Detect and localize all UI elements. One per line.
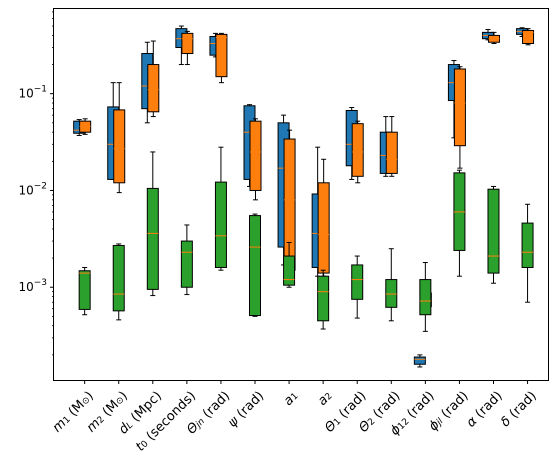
interquartile-box xyxy=(215,33,228,78)
box-series-3-category-7 xyxy=(283,241,296,288)
interquartile-box xyxy=(113,109,126,184)
box-series-2-category-3 xyxy=(147,40,160,118)
interquartile-box xyxy=(112,244,125,312)
box-series-2-category-1 xyxy=(79,118,92,135)
interquartile-box xyxy=(522,29,535,45)
box-series-3-category-10 xyxy=(385,248,398,322)
interquartile-box xyxy=(385,279,398,308)
interquartile-box xyxy=(214,181,227,268)
box-series-3-category-1 xyxy=(78,266,91,316)
box-series-2-category-4 xyxy=(181,30,194,66)
box-series-3-category-4 xyxy=(180,224,193,296)
box-series-3-category-13 xyxy=(487,185,500,284)
interquartile-box xyxy=(249,215,262,317)
interquartile-box xyxy=(180,240,193,288)
box-series-2-category-2 xyxy=(113,82,126,194)
box-series-2-category-10 xyxy=(385,116,398,177)
interquartile-box xyxy=(351,264,364,300)
interquartile-box xyxy=(181,32,194,55)
interquartile-box xyxy=(78,270,91,310)
box-series-3-category-14 xyxy=(521,203,534,303)
interquartile-box xyxy=(283,255,296,286)
box-series-3-category-8 xyxy=(317,269,330,330)
box-series-2-category-12 xyxy=(453,66,466,169)
y-tick-label: 10−3 xyxy=(18,278,47,294)
interquartile-box xyxy=(351,123,364,177)
interquartile-box xyxy=(146,187,159,290)
box-series-3-category-9 xyxy=(351,255,364,319)
interquartile-box xyxy=(419,279,432,316)
box-series-3-category-12 xyxy=(453,169,466,277)
interquartile-box xyxy=(317,182,330,274)
x-tick-label-1: m1 (M⊙) xyxy=(50,388,97,435)
box-series-2-category-9 xyxy=(351,120,364,184)
interquartile-box xyxy=(317,275,330,322)
box-series-3-category-11 xyxy=(419,262,432,332)
interquartile-box xyxy=(147,64,160,113)
interquartile-box xyxy=(413,356,426,365)
plot-frame xyxy=(53,8,549,381)
box-series-2-category-5 xyxy=(215,32,228,84)
box-series-2-category-14 xyxy=(522,28,535,46)
box-series-3-category-2 xyxy=(112,243,125,321)
box-series-3-category-6 xyxy=(249,213,262,317)
box-series-2-category-13 xyxy=(487,31,500,45)
interquartile-box xyxy=(453,68,466,147)
interquartile-box xyxy=(487,188,500,274)
interquartile-box xyxy=(521,222,534,268)
series-3-boxes xyxy=(78,146,534,332)
box-series-2-category-6 xyxy=(249,118,262,201)
interquartile-box xyxy=(385,131,398,174)
y-tick-label: 10−1 xyxy=(18,85,47,101)
box-series-3-category-5 xyxy=(214,146,227,271)
box-series-3-category-3 xyxy=(146,151,159,297)
boxes-layer xyxy=(73,25,535,368)
box-series-1-category-11 xyxy=(413,354,426,368)
y-tick-label: 10−2 xyxy=(18,181,47,197)
interquartile-box xyxy=(249,120,262,191)
